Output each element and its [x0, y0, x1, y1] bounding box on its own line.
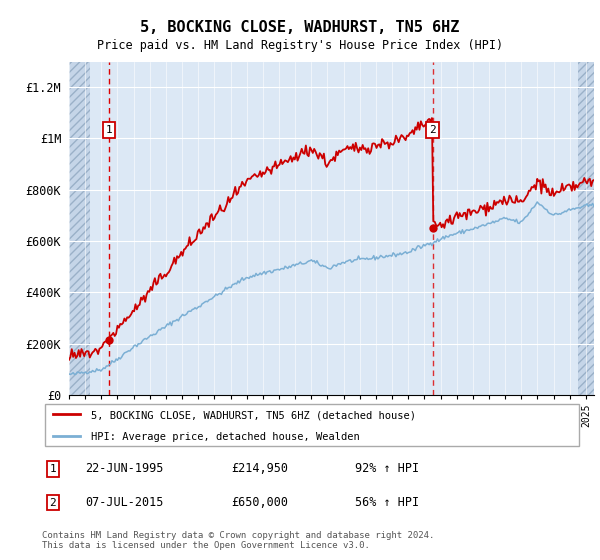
Text: Price paid vs. HM Land Registry's House Price Index (HPI): Price paid vs. HM Land Registry's House …	[97, 39, 503, 52]
Text: 22-JUN-1995: 22-JUN-1995	[85, 463, 164, 475]
Text: 1: 1	[106, 125, 112, 135]
Text: 1: 1	[49, 464, 56, 474]
Text: HPI: Average price, detached house, Wealden: HPI: Average price, detached house, Weal…	[91, 432, 359, 441]
Text: £650,000: £650,000	[231, 496, 288, 509]
Text: £214,950: £214,950	[231, 463, 288, 475]
Text: 5, BOCKING CLOSE, WADHURST, TN5 6HZ: 5, BOCKING CLOSE, WADHURST, TN5 6HZ	[140, 20, 460, 35]
Bar	[69, 62, 90, 395]
Text: 5, BOCKING CLOSE, WADHURST, TN5 6HZ (detached house): 5, BOCKING CLOSE, WADHURST, TN5 6HZ (det…	[91, 410, 416, 421]
Bar	[69, 62, 90, 395]
Text: Contains HM Land Registry data © Crown copyright and database right 2024.
This d: Contains HM Land Registry data © Crown c…	[42, 531, 434, 550]
Text: 2: 2	[49, 498, 56, 507]
Bar	[578, 62, 594, 395]
Bar	[578, 62, 594, 395]
Text: 2: 2	[429, 125, 436, 135]
Text: 07-JUL-2015: 07-JUL-2015	[85, 496, 164, 509]
Text: 92% ↑ HPI: 92% ↑ HPI	[355, 463, 419, 475]
FancyBboxPatch shape	[45, 404, 580, 446]
Text: 56% ↑ HPI: 56% ↑ HPI	[355, 496, 419, 509]
